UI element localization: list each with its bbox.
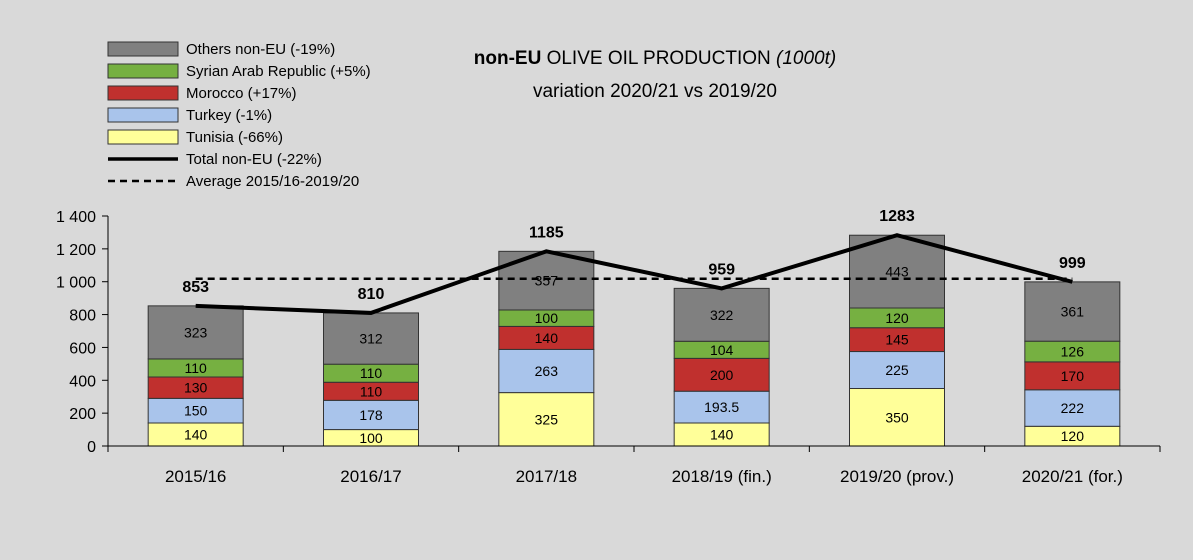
chart-subtitle: variation 2020/21 vs 2019/20: [533, 81, 777, 102]
x-tick-label: 2015/16: [165, 467, 226, 486]
bar-segment-label: 263: [535, 363, 559, 379]
legend-swatch: [107, 41, 179, 57]
bar-segment-label: 120: [1061, 428, 1085, 444]
bar-segment-label: 104: [710, 342, 734, 358]
bar-segment-label: 350: [885, 409, 909, 425]
bar-segment-label: 140: [535, 330, 559, 346]
bar-segment-label: 140: [710, 427, 734, 443]
x-tick-label: 2016/17: [340, 467, 401, 486]
total-label: 1283: [879, 208, 915, 225]
bar-segment-label: 110: [185, 360, 208, 376]
y-tick-label: 1 000: [56, 275, 96, 292]
bar-segment: [498, 348, 595, 394]
bar-segment-label: 178: [359, 407, 383, 423]
bar-segment-label: 150: [184, 403, 208, 419]
bar-segment-label: 357: [535, 273, 559, 289]
bar-segment: [1024, 389, 1121, 427]
bar-segment: [1024, 281, 1121, 342]
y-tick-label: 600: [69, 340, 96, 357]
y-tick-label: 1 200: [56, 242, 96, 259]
bar-segment-label: 100: [359, 430, 383, 446]
legend-label: Others non-EU (-19%): [186, 41, 335, 58]
y-tick-label: 800: [69, 308, 96, 325]
total-line: [195, 233, 1073, 315]
bar-segment-label: 361: [1061, 304, 1085, 320]
bar-segment-label: 443: [885, 264, 909, 280]
bar-segment-label: 222: [1061, 400, 1085, 416]
x-tick-label: 2020/21 (for.): [1022, 467, 1123, 486]
bar-segment-label: 322: [710, 307, 734, 323]
y-tick-label: 1 400: [56, 209, 96, 226]
bar-segment-label: 323: [184, 324, 208, 340]
total-label: 810: [358, 286, 385, 303]
bars: 140 150 130 110 323 100 178 110 110 312 325 263 140 1…: [147, 234, 1121, 447]
total-label: 999: [1059, 255, 1086, 272]
y-axis: 0 200 400 600 800 1 000 1 200 1 400: [56, 209, 109, 456]
x-tick-label: 2019/20 (prov.): [840, 467, 954, 486]
bar-segment-label: 200: [710, 367, 734, 383]
legend-swatch: [107, 107, 179, 123]
legend-swatch: [107, 85, 179, 101]
bar-segment-label: 140: [184, 427, 208, 443]
bar-segment-label: 110: [360, 383, 383, 399]
x-axis: 2015/16 2016/17 2017/18 2018/19 (fin.) 2019/…: [107, 445, 1161, 486]
x-tick-label: 2018/19 (fin.): [672, 467, 772, 486]
total-label: 959: [708, 261, 735, 278]
bar-segment-label: 110: [360, 365, 383, 381]
title-bold: non-EU: [474, 48, 542, 69]
bar-segment: [498, 392, 595, 447]
bar-segment-label: 312: [359, 331, 383, 347]
chart-title: non-EU OLIVE OIL PRODUCTION (1000t): [474, 48, 836, 69]
bar-segment: [147, 305, 244, 360]
title-unit: (1000t): [776, 48, 836, 69]
y-tick-label: 200: [69, 406, 96, 423]
bar-segment-label: 120: [885, 310, 909, 326]
legend-label: Total non-EU (-22%): [186, 151, 322, 168]
lines: 853 810 1185 959 1283 999: [182, 208, 1086, 315]
bar-segment-label: 325: [535, 411, 559, 427]
title-main: OLIVE OIL PRODUCTION: [541, 48, 776, 69]
x-tick-label: 2017/18: [516, 467, 577, 486]
bar-segment-label: 126: [1061, 344, 1085, 360]
bar-segment: [849, 351, 945, 389]
legend-label: Average 2015/16-2019/20: [186, 173, 359, 190]
y-tick-label: 400: [69, 373, 96, 390]
total-label: 853: [182, 279, 209, 296]
bar-segment-label: 225: [885, 362, 909, 378]
bar-segment-label: 100: [535, 310, 559, 326]
bar-segment-label: 145: [885, 332, 909, 348]
legend-label: Syrian Arab Republic (+5%): [186, 63, 371, 80]
bar-segment: [849, 234, 945, 309]
bar-segment: [323, 399, 419, 431]
bar-segment: [673, 287, 770, 342]
legend: Others non-EU (-19%) Syrian Arab Republic…: [107, 41, 371, 190]
bar-segment-label: 170: [1061, 368, 1085, 384]
y-tick-label: 0: [87, 439, 96, 456]
bar-segment: [147, 397, 244, 424]
bar-segment-label: 193.5: [704, 399, 739, 415]
legend-swatch: [107, 129, 179, 145]
bar-segment-label: 130: [184, 380, 208, 396]
legend-label: Tunisia (-66%): [186, 129, 283, 146]
legend-swatch: [107, 63, 179, 79]
total-label: 1185: [529, 224, 564, 241]
bar-segment: [673, 357, 770, 392]
legend-label: Morocco (+17%): [186, 85, 296, 102]
legend-label: Turkey (-1%): [186, 107, 272, 124]
